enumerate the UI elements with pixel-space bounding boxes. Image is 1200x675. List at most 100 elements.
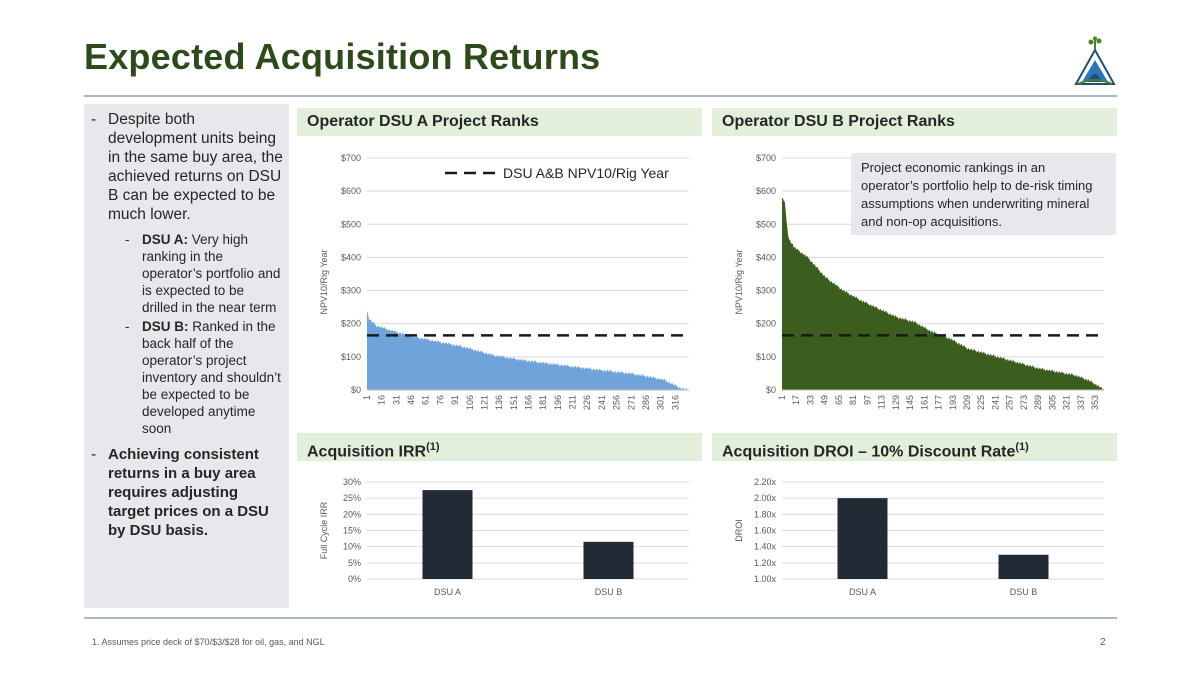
y-tick-label: $500 [341, 219, 361, 229]
x-tick-label: 305 [1047, 395, 1057, 410]
footnote: 1. Assumes price deck of $70/$3/$28 for … [92, 637, 325, 647]
x-tick-label: 225 [976, 395, 986, 410]
page-number: 2 [1100, 637, 1106, 648]
x-tick-label: 91 [450, 395, 460, 405]
dsu-b-rank-chart: $0 $100 $200 $300 $400 $500 $600 $700 1 17 33 49 65 8… [734, 153, 1104, 410]
footer-divider [84, 617, 1117, 619]
x-tick-label: 211 [568, 395, 578, 409]
y-tick-label: $600 [341, 186, 361, 196]
y-tick-label: $200 [341, 319, 361, 329]
x-tick-label: 241 [990, 395, 1000, 410]
y-tick-label: $100 [341, 352, 361, 362]
x-tick-label: 353 [1090, 395, 1100, 410]
x-tick-label: 209 [962, 395, 972, 410]
x-tick-label: 81 [848, 395, 858, 405]
dsu-a-rank-chart: $0 $100 $200 $300 $400 $500 $600 $700 1 16 31 46 61 7… [319, 153, 689, 410]
summary-panel: - Despite both development units being i… [84, 104, 289, 608]
x-tick-label: 17 [791, 395, 801, 405]
x-tick-label: 196 [553, 395, 563, 410]
bar-dsu-a [837, 498, 888, 579]
callout-note: Project economic rankings in an operator… [851, 153, 1116, 235]
x-tick-label: 76 [435, 395, 445, 405]
x-tick-label: 273 [1019, 395, 1029, 410]
y-axis-label: NPV10/Rig Year [319, 249, 329, 314]
x-tick-label: 271 [626, 395, 636, 410]
y-tick-label: $400 [756, 252, 776, 262]
x-tick-label: 136 [494, 395, 504, 410]
y-axis-label: NPV10/Rig Year [734, 249, 744, 314]
section-header-irr: Acquisition IRR(1) [297, 433, 702, 461]
x-tick-label: 151 [509, 395, 519, 410]
dsu-a-note: DSU A: Very high ranking in the operator… [142, 232, 281, 315]
y-tick-label: 15% [343, 526, 361, 536]
x-tick-label: 46 [406, 395, 416, 405]
y-tick-label: $400 [341, 252, 361, 262]
x-tick-label: 49 [820, 395, 830, 405]
header-divider [84, 95, 1117, 97]
x-tick-label: 166 [523, 395, 533, 410]
x-tick-label: DSU B [595, 587, 623, 597]
company-logo-icon [1074, 36, 1116, 85]
x-tick-label: 316 [670, 395, 680, 410]
x-tick-label: 1 [362, 395, 372, 400]
x-tick-label: 121 [479, 395, 489, 410]
x-tick-label: 145 [905, 395, 915, 410]
y-tick-label: $100 [756, 352, 776, 362]
x-tick-label: 16 [377, 395, 387, 405]
x-tick-label: 113 [877, 395, 887, 409]
x-tick-label: 289 [1033, 395, 1043, 410]
y-tick-label: 25% [343, 493, 361, 503]
droi-bar-chart: 1.00x 1.20x 1.40x 1.60x 1.80x 2.00x 2.20x DSU A… [734, 477, 1104, 597]
y-tick-label: 5% [348, 558, 361, 568]
y-tick-label: $0 [351, 385, 361, 395]
y-tick-label: $0 [766, 385, 776, 395]
x-tick-label: 61 [421, 395, 431, 405]
bar-dsu-a [422, 490, 473, 579]
y-tick-label: $500 [756, 219, 776, 229]
x-tick-label: 256 [612, 395, 622, 410]
y-tick-label: 2.00x [754, 493, 777, 503]
y-tick-label: $200 [756, 319, 776, 329]
y-tick-label: $600 [756, 186, 776, 196]
x-tick-label: 286 [641, 395, 651, 410]
x-tick-label: 161 [919, 395, 929, 410]
x-tick-label: 321 [1062, 395, 1072, 410]
x-tick-label: 129 [891, 395, 901, 410]
x-tick-label: 257 [1005, 395, 1015, 410]
y-tick-label: 30% [343, 477, 361, 487]
y-tick-label: 20% [343, 509, 361, 519]
x-tick-label: 177 [934, 395, 944, 410]
y-axis-label: Full Cycle IRR [319, 501, 329, 559]
x-tick-label: DSU B [1010, 587, 1038, 597]
summary-conclusion: Achieving consistent returns in a buy ar… [108, 446, 269, 539]
y-tick-label: 10% [343, 542, 361, 552]
section-header-dsu-a: Operator DSU A Project Ranks [297, 108, 702, 136]
x-tick-label: DSU A [849, 587, 876, 597]
npv-area-series [367, 310, 689, 390]
x-tick-label: 65 [834, 395, 844, 405]
x-tick-label: 106 [465, 395, 475, 410]
x-tick-label: DSU A [434, 587, 461, 597]
y-tick-label: $300 [341, 286, 361, 296]
section-header-dsu-b: Operator DSU B Project Ranks [712, 108, 1117, 136]
bar-dsu-b [583, 541, 634, 579]
y-axis-label: DROI [734, 519, 744, 542]
summary-intro: Despite both development units being in … [108, 111, 283, 223]
page-title: Expected Acquisition Returns [84, 36, 601, 77]
x-tick-label: 226 [582, 395, 592, 410]
y-tick-label: 1.60x [754, 526, 777, 536]
bar-dsu-b [998, 554, 1049, 579]
irr-bar-chart: 0% 5% 10% 15% 20% 25% 30% DSU A DSU B Full Cycle … [319, 477, 689, 597]
y-tick-label: 0% [348, 574, 361, 584]
x-tick-label: 241 [597, 395, 607, 410]
y-tick-label: 1.40x [754, 542, 777, 552]
y-tick-label: 1.80x [754, 509, 777, 519]
y-tick-label: $300 [756, 286, 776, 296]
legend-label: DSU A&B NPV10/Rig Year [503, 165, 669, 181]
y-tick-label: 1.20x [754, 558, 777, 568]
x-tick-label: 181 [538, 395, 548, 410]
y-tick-label: 1.00x [754, 574, 777, 584]
y-tick-label: 2.20x [754, 477, 777, 487]
x-tick-label: 337 [1076, 395, 1086, 410]
x-tick-label: 97 [862, 395, 872, 405]
